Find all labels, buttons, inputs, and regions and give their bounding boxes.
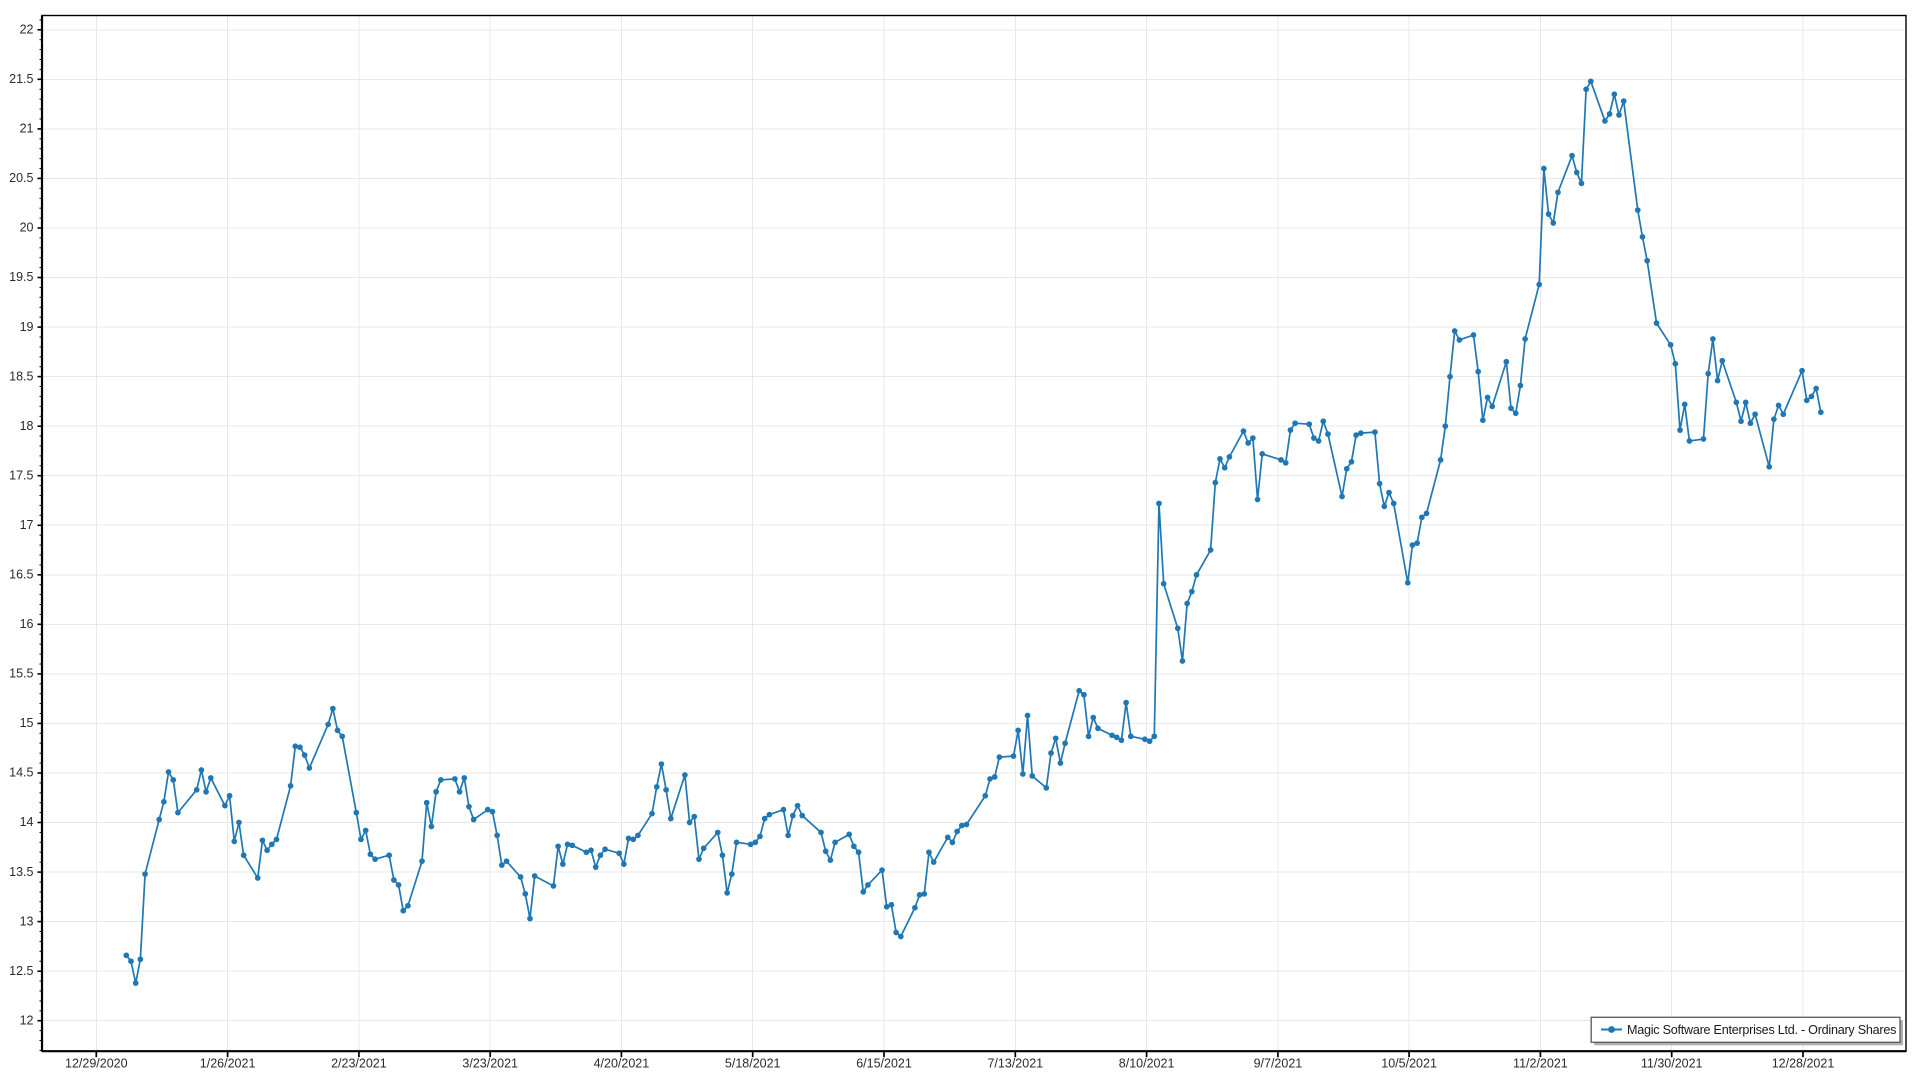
- svg-text:13.5: 13.5: [9, 865, 33, 879]
- svg-text:2/23/2021: 2/23/2021: [331, 1057, 387, 1071]
- svg-text:17.5: 17.5: [9, 468, 33, 482]
- svg-text:21.5: 21.5: [9, 72, 33, 86]
- svg-text:9/7/2021: 9/7/2021: [1254, 1057, 1303, 1071]
- svg-text:Magic Software Enterprises Ltd: Magic Software Enterprises Ltd. - Ordina…: [1627, 1023, 1896, 1037]
- svg-text:19: 19: [20, 320, 34, 334]
- svg-text:18.5: 18.5: [9, 369, 33, 383]
- svg-text:13: 13: [20, 914, 34, 928]
- svg-text:15: 15: [20, 716, 34, 730]
- svg-text:8/10/2021: 8/10/2021: [1119, 1057, 1175, 1071]
- svg-text:22: 22: [20, 23, 34, 37]
- svg-text:14: 14: [20, 815, 34, 829]
- svg-text:12.5: 12.5: [9, 964, 33, 978]
- svg-text:20.5: 20.5: [9, 171, 33, 185]
- svg-text:12/29/2020: 12/29/2020: [65, 1057, 128, 1071]
- svg-text:6/15/2021: 6/15/2021: [856, 1057, 912, 1071]
- svg-text:12: 12: [20, 1013, 34, 1027]
- svg-text:10/5/2021: 10/5/2021: [1381, 1057, 1437, 1071]
- svg-text:4/20/2021: 4/20/2021: [594, 1057, 650, 1071]
- svg-text:1/26/2021: 1/26/2021: [200, 1057, 256, 1071]
- svg-text:19.5: 19.5: [9, 270, 33, 284]
- svg-text:5/18/2021: 5/18/2021: [725, 1057, 781, 1071]
- svg-text:21: 21: [20, 122, 34, 136]
- svg-text:16.5: 16.5: [9, 568, 33, 582]
- svg-text:15.5: 15.5: [9, 667, 33, 681]
- svg-text:7/13/2021: 7/13/2021: [987, 1057, 1043, 1071]
- svg-text:16: 16: [20, 617, 34, 631]
- svg-text:3/23/2021: 3/23/2021: [462, 1057, 518, 1071]
- svg-text:14.5: 14.5: [9, 766, 33, 780]
- svg-text:18: 18: [20, 419, 34, 433]
- svg-text:17: 17: [20, 518, 34, 532]
- svg-text:12/28/2021: 12/28/2021: [1772, 1057, 1835, 1071]
- svg-text:11/30/2021: 11/30/2021: [1641, 1057, 1703, 1071]
- svg-text:11/2/2021: 11/2/2021: [1513, 1057, 1568, 1071]
- svg-text:20: 20: [20, 221, 34, 235]
